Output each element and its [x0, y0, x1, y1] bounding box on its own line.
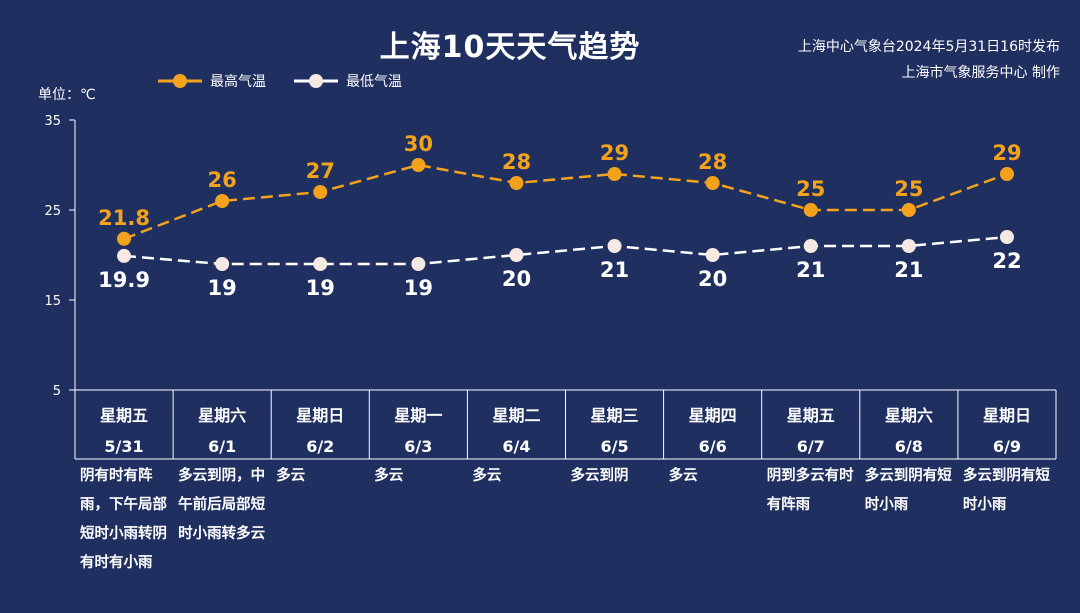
page-title: 上海10天天气趋势 — [379, 30, 641, 65]
low-temp-point — [607, 239, 622, 253]
weather-description: 多云到阴有短时小雨 — [962, 468, 1050, 513]
weather-description: 多云 — [472, 468, 502, 484]
weather-description: 多云到阴有短时小雨 — [864, 468, 952, 513]
low-temp-label: 19 — [306, 276, 335, 300]
weather-description: 多云 — [276, 468, 306, 484]
low-temp-point — [313, 257, 328, 271]
date-label: 5/31 — [104, 437, 143, 456]
low-temp-point — [999, 230, 1014, 244]
high-temp-label: 26 — [208, 168, 237, 192]
legend-high-marker — [158, 74, 202, 88]
weekday-label: 星期六 — [885, 406, 933, 425]
low-temp-label: 21 — [600, 258, 629, 282]
weekday-label: 星期四 — [689, 406, 737, 425]
date-label: 6/1 — [208, 437, 236, 456]
high-temp-point — [411, 158, 426, 172]
high-temp-label: 28 — [502, 150, 531, 174]
high-temp-point — [803, 203, 818, 217]
low-temp-point — [411, 257, 426, 271]
source-info: 上海中心气象台2024年5月31日16时发布 上海市气象服务中心 制作 — [798, 34, 1060, 86]
high-temp-label: 27 — [306, 159, 335, 183]
weekday-label: 星期二 — [492, 406, 540, 425]
high-temp-label: 25 — [894, 177, 923, 201]
weekday-label: 星期六 — [198, 406, 246, 425]
y-tick-label: 5 — [53, 384, 61, 399]
weather-description: 阴到多云有时有阵雨 — [766, 468, 854, 513]
weather-description: 多云到阴 — [570, 468, 629, 484]
low-temp-label: 19 — [404, 276, 433, 300]
date-label: 6/8 — [895, 437, 923, 456]
legend-item-low: 最低气温 — [294, 70, 402, 92]
high-temp-label: 30 — [404, 132, 433, 156]
date-label: 6/6 — [699, 437, 727, 456]
y-tick-label: 25 — [44, 204, 61, 219]
low-temp-label: 19 — [208, 276, 237, 300]
high-temp-point — [607, 167, 622, 181]
weekday-label: 星期五 — [787, 406, 835, 425]
high-temp-point — [117, 231, 132, 246]
date-label: 6/2 — [306, 437, 334, 456]
date-label: 6/4 — [502, 437, 530, 456]
date-label: 6/5 — [600, 437, 628, 456]
weekday-label: 星期一 — [394, 406, 442, 425]
high-temp-point — [705, 176, 720, 190]
low-temp-label: 22 — [992, 249, 1021, 273]
high-temp-point — [215, 194, 230, 208]
low-temp-point — [509, 248, 524, 262]
weather-description: 多云 — [374, 468, 404, 484]
high-temp-point — [999, 167, 1014, 181]
date-label: 6/9 — [993, 437, 1021, 456]
low-temp-point — [705, 248, 720, 262]
date-label: 6/7 — [797, 437, 825, 456]
legend-item-high: 最高气温 — [158, 70, 266, 92]
low-temp-line — [123, 235, 1008, 266]
low-temp-label: 21 — [894, 258, 923, 282]
weather-description: 阴有时有阵雨，下午局部短时小雨转阴有时有小雨 — [80, 468, 167, 571]
y-tick-label: 35 — [44, 114, 61, 129]
legend-label-low: 最低气温 — [346, 74, 402, 90]
low-temp-point — [901, 239, 916, 253]
weekday-label: 星期日 — [296, 406, 344, 425]
low-temp-point — [803, 239, 818, 253]
unit-label: 单位：℃ — [38, 87, 96, 103]
low-temp-label: 20 — [698, 267, 727, 291]
high-temp-label: 21.8 — [98, 206, 150, 230]
high-temp-label: 29 — [992, 141, 1021, 165]
legend-low-marker — [294, 74, 338, 88]
high-temp-point — [509, 176, 524, 190]
high-temp-line — [123, 163, 1008, 240]
weather-description: 多云到阴，中午前后局部短时小雨转多云 — [178, 468, 266, 542]
weekday-label: 星期日 — [983, 406, 1031, 425]
low-temp-point — [117, 248, 132, 263]
low-temp-label: 21 — [796, 258, 825, 282]
low-temp-label: 20 — [502, 267, 531, 291]
weather-description: 多云 — [668, 468, 698, 484]
low-temp-point — [215, 257, 230, 271]
chart-legend: 最高气温 最低气温 — [158, 70, 402, 92]
high-temp-label: 25 — [796, 177, 825, 201]
high-temp-label: 29 — [600, 141, 629, 165]
weekday-label: 星期五 — [100, 406, 148, 425]
high-temp-label: 28 — [698, 150, 727, 174]
high-temp-point — [313, 185, 328, 199]
weekday-label: 星期三 — [591, 406, 639, 425]
legend-label-high: 最高气温 — [210, 74, 266, 90]
high-temp-point — [901, 203, 916, 217]
date-label: 6/3 — [404, 437, 432, 456]
y-tick-label: 15 — [44, 294, 61, 309]
source-line-1: 上海中心气象台2024年5月31日16时发布 — [797, 39, 1060, 55]
source-line-2: 上海市气象服务中心 制作 — [901, 65, 1060, 81]
low-temp-label: 19.9 — [98, 268, 150, 292]
